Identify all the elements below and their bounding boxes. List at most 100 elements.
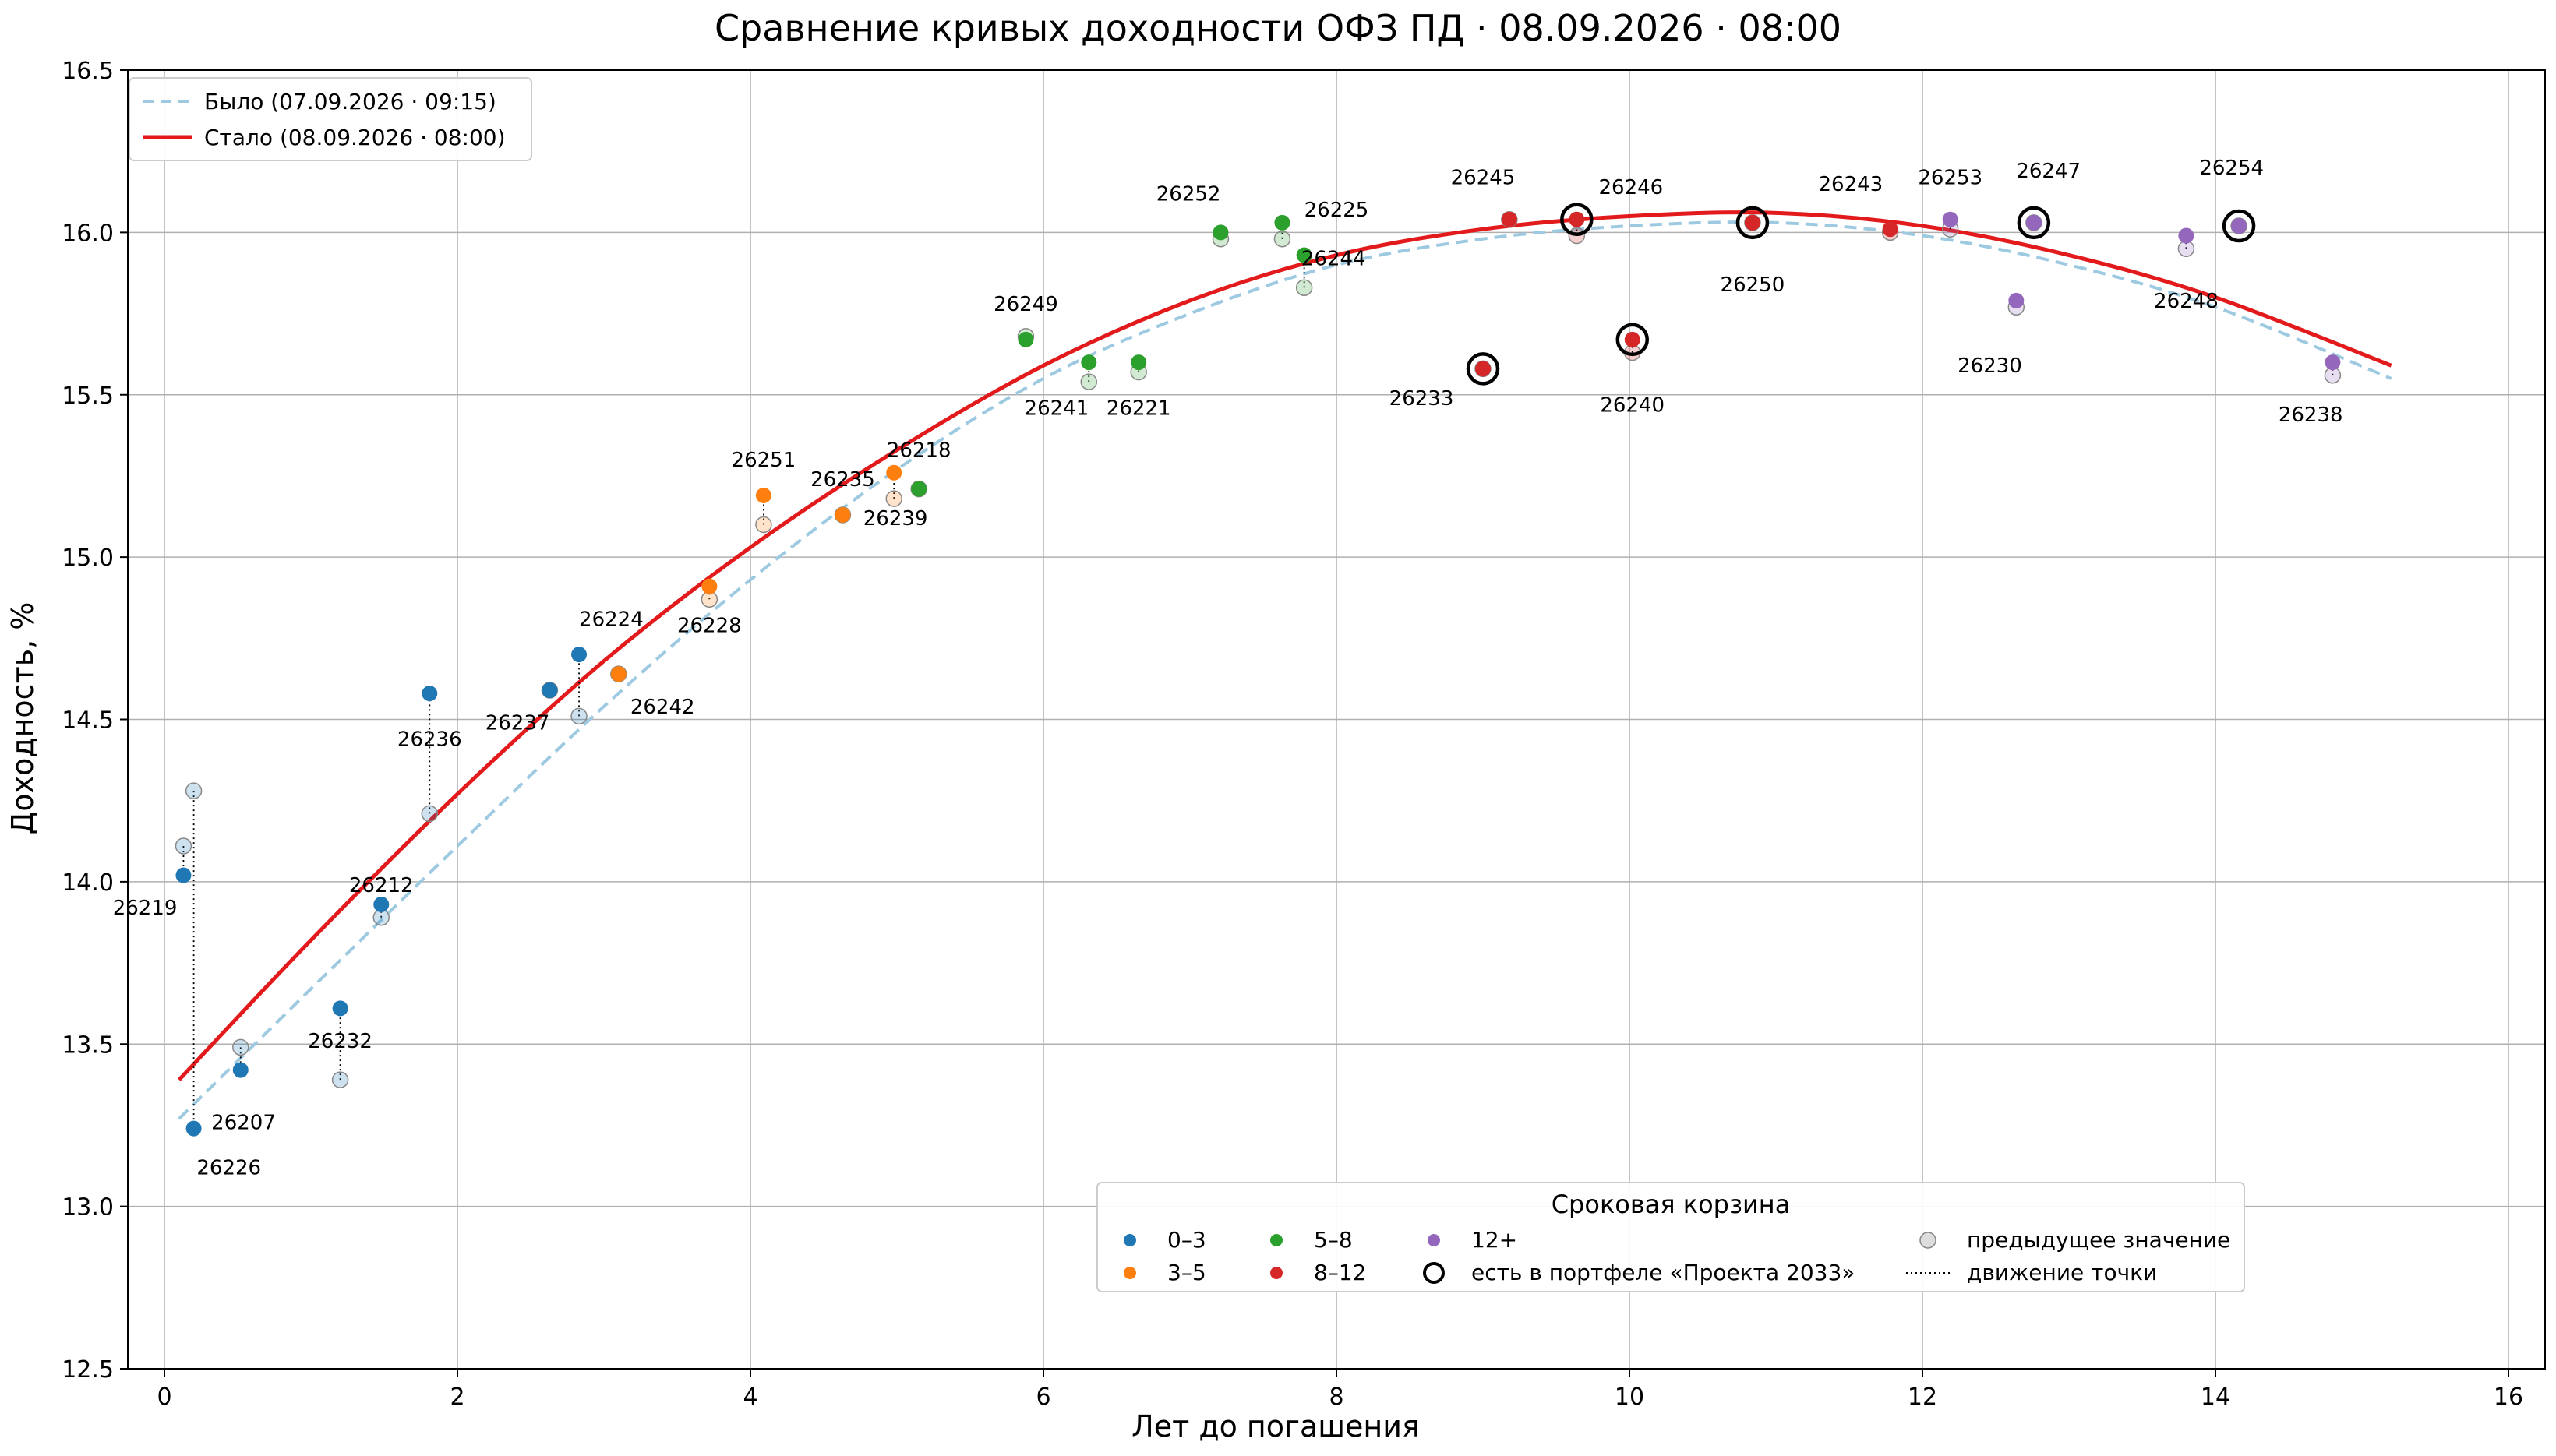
previous-point [570, 707, 588, 725]
portfolio-marker [1560, 203, 1594, 236]
legend-swatch-portfolio [1423, 1262, 1445, 1284]
bond-label: 26243 [1819, 173, 1883, 196]
bond-label: 26251 [732, 449, 796, 472]
current-point [1624, 331, 1640, 347]
current-point [610, 666, 627, 682]
x-tick-label: 14 [2201, 1384, 2230, 1411]
legend-label-bucket-1: 3–5 [1167, 1260, 1206, 1285]
current-point [2008, 292, 2025, 308]
current-point [1475, 361, 1491, 377]
current-point [1501, 211, 1517, 227]
bond-label: 26225 [1304, 199, 1369, 222]
current-point [1018, 331, 1034, 347]
previous-point [1295, 279, 1313, 296]
current-point [332, 1000, 348, 1017]
current-point [373, 897, 390, 913]
current-point [911, 481, 927, 497]
bond-label: 26238 [2279, 404, 2343, 427]
legend-swatch-bucket-4 [1428, 1234, 1440, 1246]
bond-label: 26232 [308, 1030, 372, 1053]
bond-label: 26250 [1721, 273, 1785, 297]
bond-label: 26253 [1918, 167, 1982, 190]
current-point [886, 464, 902, 481]
legend-label-bucket-0: 0–3 [1167, 1227, 1206, 1253]
current-point [1882, 221, 1898, 238]
legend-swatch-bucket-1 [1124, 1267, 1136, 1279]
current-point [422, 686, 438, 702]
previous-point [885, 490, 902, 507]
bond-label: 26246 [1599, 176, 1664, 199]
y-tick-label: 14.5 [62, 707, 114, 735]
x-tick-label: 4 [743, 1384, 757, 1411]
current-point [1213, 224, 1229, 241]
bond-label: 26241 [1025, 397, 1089, 420]
curve-after [177, 210, 2392, 1081]
y-axis-title: Доходность, % [5, 602, 40, 835]
legend-label-bucket-4: 12+ [1471, 1227, 1517, 1253]
y-tick-label: 12.5 [62, 1356, 114, 1384]
current-point [2325, 354, 2341, 371]
previous-point [421, 805, 439, 823]
bond-label: 26218 [887, 439, 951, 463]
current-point [835, 506, 851, 523]
y-tick-label: 16.0 [62, 220, 114, 247]
x-tick-label: 16 [2494, 1384, 2523, 1411]
portfolio-marker [1735, 206, 1770, 240]
legend-label-after: Стало (08.09.2026 · 08:00) [204, 125, 506, 150]
legend-swatch-bucket-3 [1270, 1267, 1283, 1279]
legend-swatch-bucket-0 [1124, 1234, 1136, 1246]
legend-buckets: Сроковая корзина 0–3 3–5 5–8 8–12 12+ ес… [1096, 1182, 2245, 1292]
x-tick-label: 12 [1908, 1384, 1937, 1411]
y-tick-label: 13.0 [62, 1194, 114, 1222]
curve-before [178, 220, 2392, 1120]
previous-point [232, 1038, 249, 1056]
portfolio-marker [2222, 209, 2256, 243]
bond-label: 26221 [1107, 397, 1171, 420]
y-tick-label: 14.0 [62, 869, 114, 897]
y-tick-label: 15.5 [62, 383, 114, 410]
x-tick-label: 6 [1036, 1384, 1050, 1411]
bond-label: 26219 [113, 897, 178, 920]
bond-label: 26247 [2016, 160, 2081, 183]
bond-label: 26240 [1600, 393, 1665, 417]
legend-label-bucket-2: 5–8 [1314, 1227, 1353, 1253]
current-point [1744, 214, 1760, 231]
portfolio-marker [1615, 323, 1650, 357]
y-tick-label: 15.0 [62, 545, 114, 572]
bond-label: 26230 [1958, 354, 2022, 378]
legend-swatch-previous [1919, 1232, 1936, 1249]
x-tick-label: 2 [450, 1384, 464, 1411]
legend-label-bucket-3: 8–12 [1314, 1260, 1366, 1285]
current-point [542, 682, 558, 698]
bond-label: 26249 [994, 293, 1058, 316]
x-tick-label: 10 [1615, 1384, 1644, 1411]
bond-label: 26236 [397, 728, 462, 752]
axis-ticks: 0 2 4 6 8 10 12 14 16 12.5 13.0 13.5 14.0 14.5 15.0 15.… [62, 58, 2523, 1411]
bond-label: 26245 [1451, 167, 1516, 190]
legend-curves: Было (07.09.2026 · 09:15) Стало (08.09.2… [129, 77, 532, 161]
bond-label: 26235 [810, 468, 875, 492]
previous-point [331, 1071, 349, 1088]
x-axis-title: Лет до погашения [1131, 1409, 1420, 1444]
current-point [1131, 354, 1147, 371]
bond-label: 26244 [1301, 248, 1366, 271]
legend-label-movement: движение точки [1967, 1260, 2157, 1285]
legend-label-before: Было (07.09.2026 · 09:15) [204, 89, 496, 115]
current-point [175, 867, 192, 883]
bond-label: 26237 [485, 712, 550, 735]
previous-point [1080, 373, 1098, 390]
bond-label: 26233 [1389, 387, 1454, 411]
previous-point [755, 516, 772, 534]
y-tick-label: 13.5 [62, 1031, 114, 1059]
previous-point [1273, 230, 1291, 248]
previous-point [175, 837, 192, 855]
legend-swatch-bucket-2 [1270, 1234, 1283, 1246]
previous-point [185, 782, 203, 799]
bond-label: 26239 [863, 507, 928, 531]
chart-title: Сравнение кривых доходности ОФЗ ПД · 08.… [715, 7, 1841, 49]
bond-label: 26242 [630, 696, 695, 719]
current-point [2231, 218, 2247, 234]
legend-label-previous: предыдущее значение [1967, 1227, 2230, 1253]
bond-labels: 26219 26226 26207 26232 26212 26236 26237 26224… [113, 157, 2343, 1180]
bond-label: 26224 [579, 608, 644, 631]
